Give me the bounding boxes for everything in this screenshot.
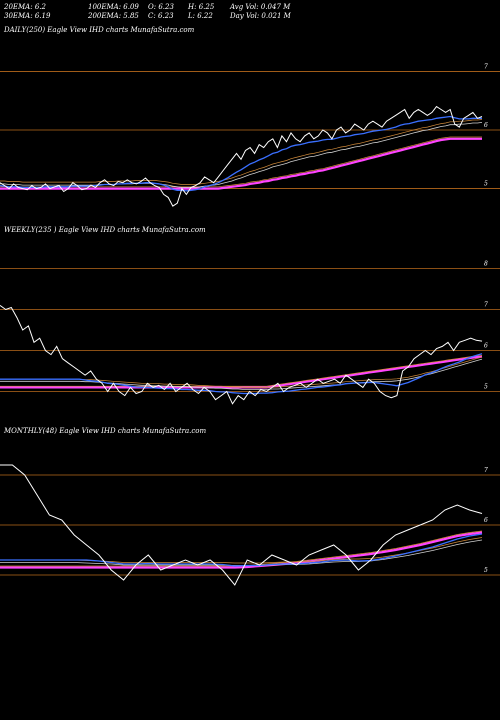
monthly-ema-long-upper-line <box>0 530 483 567</box>
daily-chart: 7 6 5 <box>0 63 500 207</box>
monthly-ema-mid-upper-line <box>0 537 483 564</box>
monthly-price-line <box>0 464 483 586</box>
header-high: H: 6.25 <box>188 3 215 11</box>
weekly-ema-short-line <box>0 353 483 395</box>
weekly-ytick-label: 6 <box>484 343 488 350</box>
header-ema30: 30EMA: 6.19 <box>4 12 51 20</box>
daily-panel-title: DAILY(250) Eagle View IHD charts MunafaS… <box>4 26 195 34</box>
header-ema200: 200EMA: 5.85 <box>88 12 139 20</box>
weekly-ema-mid-line <box>0 358 483 390</box>
weekly-ema-long-line <box>0 355 483 389</box>
daily-ytick-label: 6 <box>484 122 488 129</box>
daily-price-line <box>0 105 483 207</box>
daily-ema-mid-upper-line <box>0 119 483 185</box>
daily-ytick-label: 5 <box>484 181 488 188</box>
header-low: L: 6.22 <box>188 12 213 20</box>
weekly-ytick-label: 8 <box>484 261 488 268</box>
header-ema100: 100EMA: 6.09 <box>88 3 139 11</box>
monthly-ema-long-line <box>0 531 483 569</box>
weekly-panel-title: WEEKLY(235 ) Eagle View IHD charts Munaf… <box>4 226 206 234</box>
weekly-chart: 8 7 6 5 <box>0 261 500 405</box>
daily-ema-mid-line <box>0 122 483 188</box>
weekly-ytick-label: 5 <box>484 384 488 391</box>
weekly-ema-mid-upper-line <box>0 356 483 388</box>
header-close: C: 6.23 <box>148 12 174 20</box>
monthly-chart: 7 6 5 <box>0 464 500 586</box>
monthly-ema-short-line <box>0 533 483 567</box>
weekly-ema-long-upper-line <box>0 355 483 387</box>
daily-ytick-label: 7 <box>484 63 488 70</box>
daily-ema-long-upper-line <box>0 136 482 188</box>
weekly-price-line <box>0 304 483 405</box>
header-avg-vol: Avg Vol: 0.047 M <box>230 3 291 11</box>
daily-ema-short-line <box>0 115 482 192</box>
weekly-ytick-label: 7 <box>484 302 488 309</box>
monthly-ytick-label: 5 <box>484 567 488 574</box>
header-day-vol: Day Vol: 0.021 M <box>230 12 291 20</box>
monthly-ytick-label: 7 <box>484 467 488 474</box>
monthly-panel-title: MONTHLY(48) Eagle View IHD charts Munafa… <box>4 427 207 435</box>
header-ema20: 20EMA: 6.2 <box>4 3 46 11</box>
monthly-ytick-label: 6 <box>484 517 488 524</box>
header-open: O: 6.23 <box>148 3 174 11</box>
